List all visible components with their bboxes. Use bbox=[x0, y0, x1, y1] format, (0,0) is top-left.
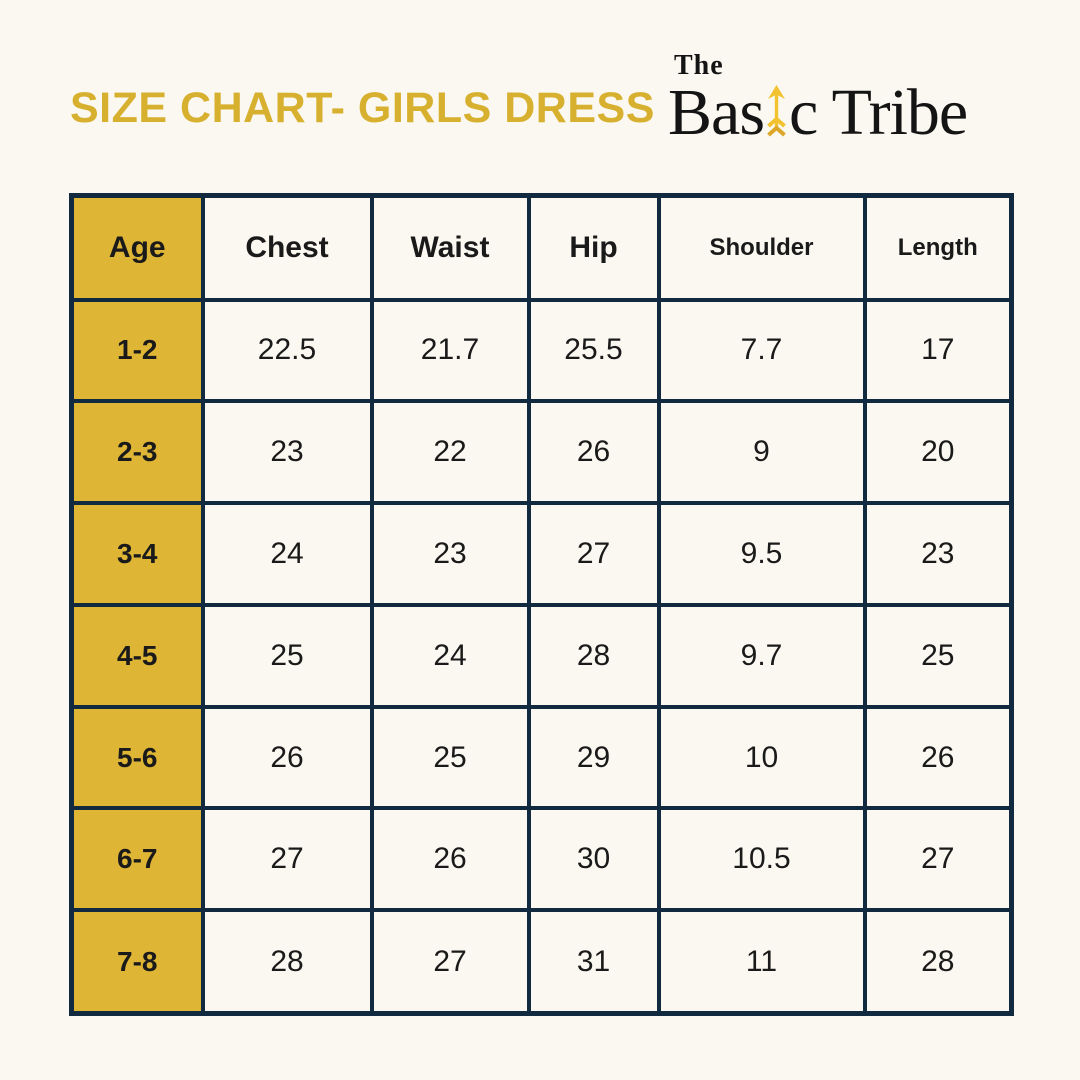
table-row: 2-3 23 22 26 9 20 bbox=[69, 399, 1014, 506]
measurement-cell: 20 bbox=[862, 399, 1014, 506]
measurement-cell: 21.7 bbox=[369, 297, 531, 404]
measurement-cell: 22 bbox=[369, 399, 531, 506]
age-cell: 7-8 bbox=[69, 908, 205, 1016]
measurement-cell: 10 bbox=[656, 704, 867, 811]
measurement-cell: 23 bbox=[369, 501, 531, 607]
measurement-cell: 23 bbox=[200, 399, 374, 506]
table-row: 4-5 25 24 28 9.7 25 bbox=[69, 602, 1014, 709]
measurement-cell: 26 bbox=[200, 704, 374, 811]
measurement-cell: 26 bbox=[369, 806, 531, 913]
measurement-cell: 30 bbox=[526, 806, 661, 913]
column-header-waist: Waist bbox=[369, 193, 531, 302]
measurement-cell: 26 bbox=[526, 399, 661, 506]
measurement-cell: 22.5 bbox=[200, 297, 374, 404]
measurement-cell: 11 bbox=[656, 908, 867, 1016]
logo-text-suffix: c Tribe bbox=[789, 76, 968, 149]
measurement-cell: 17 bbox=[862, 297, 1014, 404]
measurement-cell: 25 bbox=[862, 602, 1014, 709]
age-cell: 2-3 bbox=[69, 399, 205, 506]
measurement-cell: 25 bbox=[369, 704, 531, 811]
measurement-cell: 27 bbox=[862, 806, 1014, 913]
measurement-cell: 9 bbox=[656, 399, 867, 506]
column-header-shoulder: Shoulder bbox=[656, 193, 867, 302]
measurement-cell: 7.7 bbox=[656, 297, 867, 404]
age-cell: 1-2 bbox=[69, 297, 205, 404]
table-row: 7-8 28 27 31 11 28 bbox=[69, 908, 1014, 1016]
column-header-length: Length bbox=[862, 193, 1014, 302]
table-row: 6-7 27 26 30 10.5 27 bbox=[69, 806, 1014, 913]
measurement-cell: 28 bbox=[200, 908, 374, 1016]
logo-wordmark: Bas c Tribe bbox=[668, 76, 968, 149]
measurement-cell: 27 bbox=[200, 806, 374, 913]
measurement-cell: 25 bbox=[200, 602, 374, 709]
page-title: SIZE CHART- GIRLS DRESS bbox=[70, 84, 655, 132]
age-cell: 3-4 bbox=[69, 501, 205, 607]
measurement-cell: 26 bbox=[862, 704, 1014, 811]
up-arrow-icon bbox=[767, 85, 786, 137]
measurement-cell: 9.7 bbox=[656, 602, 867, 709]
table-header-row: Age Chest Waist Hip Shoulder Length bbox=[69, 193, 1014, 302]
measurement-cell: 28 bbox=[862, 908, 1014, 1016]
size-chart-table: Age Chest Waist Hip Shoulder Length 1-2 2… bbox=[69, 193, 1014, 1016]
column-header-chest: Chest bbox=[200, 193, 374, 302]
measurement-cell: 29 bbox=[526, 704, 661, 811]
measurement-cell: 23 bbox=[862, 501, 1014, 607]
measurement-cell: 28 bbox=[526, 602, 661, 709]
column-header-hip: Hip bbox=[526, 193, 661, 302]
measurement-cell: 24 bbox=[369, 602, 531, 709]
measurement-cell: 10.5 bbox=[656, 806, 867, 913]
table-row: 5-6 26 25 29 10 26 bbox=[69, 704, 1014, 811]
age-cell: 6-7 bbox=[69, 806, 205, 913]
logo-text-prefix: Bas bbox=[668, 76, 765, 149]
table-row: 1-2 22.5 21.7 25.5 7.7 17 bbox=[69, 297, 1014, 404]
age-cell: 4-5 bbox=[69, 602, 205, 709]
measurement-cell: 31 bbox=[526, 908, 661, 1016]
column-header-age: Age bbox=[69, 193, 205, 302]
measurement-cell: 27 bbox=[369, 908, 531, 1016]
table-row: 3-4 24 23 27 9.5 23 bbox=[69, 501, 1014, 607]
size-table-body: 1-2 22.5 21.7 25.5 7.7 17 2-3 23 22 26 9 20 3-4 24 23 2… bbox=[69, 297, 1014, 1016]
age-cell: 5-6 bbox=[69, 704, 205, 811]
measurement-cell: 27 bbox=[526, 501, 661, 607]
brand-logo: The Bas c Tribe bbox=[668, 50, 968, 149]
measurement-cell: 9.5 bbox=[656, 501, 867, 607]
logo-the-text: The bbox=[674, 50, 724, 81]
measurement-cell: 25.5 bbox=[526, 297, 661, 404]
measurement-cell: 24 bbox=[200, 501, 374, 607]
